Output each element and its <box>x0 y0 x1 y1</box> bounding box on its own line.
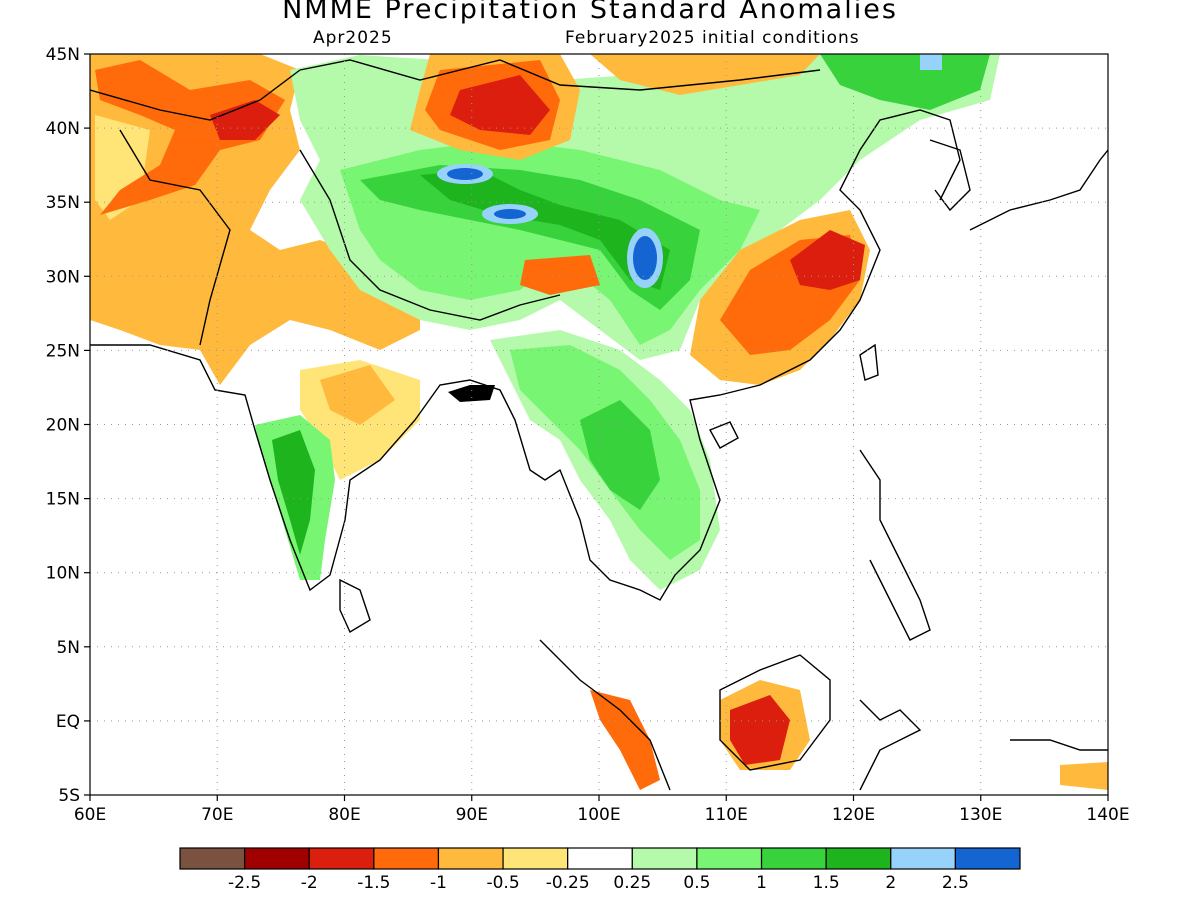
border-china-north <box>299 59 821 91</box>
wet-core-3-inner <box>633 236 657 280</box>
dry-region-sumatra <box>590 690 660 790</box>
wet-region-india-core <box>272 430 315 555</box>
dry-region-india-mod <box>320 365 395 425</box>
lat-tick-label--5: 5S <box>58 786 80 806</box>
dry-region-west-strong <box>95 60 285 215</box>
lon-tick-label-110: 110E <box>705 805 748 825</box>
colorbar-swatch-10 <box>825 847 892 870</box>
dry-region-sichuan <box>520 255 600 295</box>
colorbar-label-0: -2.5 <box>228 873 261 893</box>
lat-tick-label-25: 25N <box>46 341 80 361</box>
dry-region-ne <box>590 54 820 95</box>
colorbar-label-4: -0.5 <box>486 873 519 893</box>
axis-ticks: 60E 70E 80E 90E 100E 110E 120E 130E 140E 45N 40N 35… <box>46 45 1130 825</box>
coast-mainland <box>90 109 961 601</box>
lon-tick-label-80: 80E <box>328 805 360 825</box>
border-iran <box>119 129 231 346</box>
colorbar-label-1: -2 <box>301 873 318 893</box>
lat-tick-label-30: 30N <box>46 267 80 287</box>
coast-japan <box>969 149 1108 231</box>
map-title: NMME Precipitation Standard Anomalies <box>282 0 898 25</box>
colorbar-swatch-2 <box>308 847 375 870</box>
lon-tick-label-100: 100E <box>577 805 620 825</box>
lat-tick-label-40: 40N <box>46 119 80 139</box>
border-himalaya <box>299 149 561 321</box>
lat-tick-label-35: 35N <box>46 193 80 213</box>
anomaly-field <box>90 54 1108 790</box>
lat-tick-label-0: EQ <box>56 712 80 732</box>
colorbar-label-7: 0.5 <box>683 873 710 893</box>
colorbar-swatch-3 <box>373 847 440 870</box>
colorbar-swatch-11 <box>890 847 956 870</box>
coast-philippines <box>859 449 931 641</box>
lon-tick-label-70: 70E <box>201 805 233 825</box>
lat-tick-label-20: 20N <box>46 416 80 436</box>
colorbar-swatch-0 <box>179 847 246 870</box>
colorbar-swatch-4 <box>437 847 504 870</box>
lon-tick-label-60: 60E <box>74 805 106 825</box>
lat-tick-label-15: 15N <box>46 490 80 510</box>
border-central-asia <box>90 69 301 121</box>
lon-tick-label-140: 140E <box>1086 805 1129 825</box>
lat-tick-label-10: 10N <box>46 564 80 584</box>
wet-region-tibet-core <box>420 170 670 290</box>
dry-region-gobi-core <box>450 75 550 135</box>
colorbar-swatch-5 <box>502 847 569 870</box>
lon-tick-label-120: 120E <box>832 805 875 825</box>
coast-hainan <box>709 421 739 449</box>
coast-taiwan <box>859 343 879 381</box>
initial-conditions: February2025 initial conditions <box>565 28 860 48</box>
coast-new-guinea <box>1010 739 1108 751</box>
coast-sulawesi <box>859 699 922 791</box>
colorbar-label-5: -0.25 <box>546 873 590 893</box>
wet-core-2-inner <box>494 209 526 219</box>
lon-tick-label-130: 130E <box>959 805 1002 825</box>
colorbar-swatch-6 <box>567 847 633 870</box>
dry-region-south-china-core <box>790 230 865 290</box>
coast-sri-lanka <box>339 578 371 634</box>
colorbar-label-8: 1 <box>756 873 767 893</box>
wet-core-1-inner <box>447 168 483 180</box>
colorbar-swatch-1 <box>244 847 310 870</box>
coast-korea <box>929 139 971 212</box>
bangladesh-coast-marker <box>448 385 495 402</box>
colorbar-swatch-9 <box>760 847 827 870</box>
dry-region-png <box>1060 762 1108 790</box>
colorbar-label-10: 2 <box>885 873 896 893</box>
colorbar-label-9: 1.5 <box>813 873 840 893</box>
colorbar-label-2: -1.5 <box>357 873 390 893</box>
colorbar-label-3: -1 <box>430 873 447 893</box>
wet-region-mongolia <box>820 54 990 110</box>
colorbar-swatch-7 <box>631 847 698 870</box>
coast-sumatra <box>539 639 671 791</box>
colorbar-swatch-12 <box>954 847 1021 870</box>
wet-region-tibet-strong <box>360 165 700 310</box>
wet-core-4 <box>920 54 942 70</box>
dry-region-borneo-core <box>730 695 790 765</box>
lat-tick-label-45: 45N <box>46 45 80 65</box>
lon-tick-label-90: 90E <box>456 805 488 825</box>
colorbar-swatch-8 <box>696 847 763 870</box>
wet-region-indochina-core <box>580 400 660 510</box>
lat-tick-label-5: 5N <box>56 638 80 658</box>
coastlines <box>90 59 1108 791</box>
forecast-month: Apr2025 <box>313 28 393 48</box>
dry-region-west-core <box>210 100 280 140</box>
coast-borneo <box>719 654 831 771</box>
colorbar-label-11: 2.5 <box>942 873 969 893</box>
colorbar: -2.5 -2 -1.5 -1 -0.5 -0.25 0.25 0.5 1 1.5 2 2.5 <box>179 847 1021 893</box>
colorbar-label-6: 0.25 <box>613 873 651 893</box>
